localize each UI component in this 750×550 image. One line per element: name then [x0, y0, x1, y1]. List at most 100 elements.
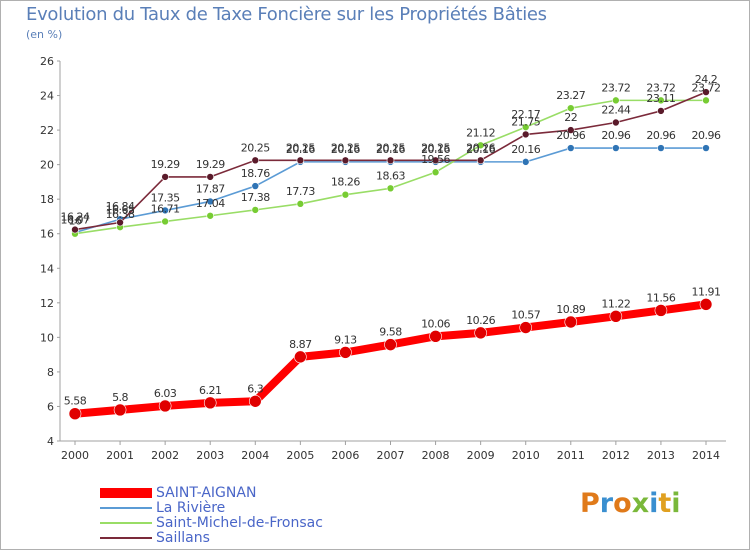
data-label: 22.17 [511, 108, 540, 121]
legend-item-la-riviere: La Rivière [100, 500, 225, 516]
data-point [296, 200, 305, 208]
data-point [113, 403, 127, 417]
y-tick-label: 20 [40, 159, 54, 172]
x-tick-label: 2010 [512, 449, 540, 462]
proxiti-logo: Proxiti [580, 488, 681, 519]
data-point [341, 156, 350, 165]
legend-swatch [100, 488, 152, 498]
data-label: 16.38 [106, 208, 135, 221]
data-label: 23.72 [646, 81, 675, 94]
data-point [657, 107, 665, 115]
data-point [474, 326, 487, 340]
unit-label: (en %) [26, 28, 63, 41]
data-point [386, 184, 395, 193]
data-label: 23.72 [601, 81, 630, 94]
data-label: 17.73 [286, 185, 315, 198]
data-label: 20.16 [331, 143, 360, 156]
data-point [476, 141, 485, 150]
data-point [248, 394, 262, 408]
y-tick-label: 18 [40, 193, 54, 206]
data-label: 10.06 [421, 317, 450, 330]
data-label: 9.58 [379, 326, 402, 339]
data-label: 16.71 [151, 202, 180, 215]
data-label: 16.07 [61, 214, 90, 227]
data-label: 20.25 [286, 141, 315, 154]
data-label: 10.57 [511, 309, 540, 322]
data-label: 16.65 [106, 204, 135, 217]
x-tick-label: 2012 [602, 449, 630, 462]
data-point [203, 396, 217, 410]
data-label: 17.87 [196, 182, 225, 195]
data-label: 20.96 [692, 129, 721, 142]
legend-label: La Rivière [156, 500, 226, 516]
data-label: 20.25 [331, 141, 360, 154]
data-point [386, 156, 395, 165]
y-tick-label: 16 [40, 228, 54, 241]
data-label: 17.04 [196, 197, 225, 210]
data-label: 17.35 [151, 191, 180, 204]
data-label: 20.16 [421, 143, 450, 156]
data-label: 23.27 [556, 89, 585, 102]
data-label: 20.96 [646, 129, 675, 142]
y-tick-label: 12 [40, 297, 54, 310]
legend-item-saint-aignan: SAINT-AIGNAN [100, 485, 256, 501]
data-point [476, 156, 485, 165]
data-point [161, 173, 169, 181]
y-tick-label: 6 [47, 400, 54, 413]
data-label: 8.87 [289, 338, 312, 351]
x-tick-label: 2014 [692, 449, 720, 462]
x-tick-label: 2007 [377, 449, 405, 462]
data-point [431, 156, 440, 165]
data-label: 10.89 [556, 303, 585, 316]
data-point [699, 298, 713, 311]
data-point [158, 399, 172, 413]
legend-label: Saint-Michel-de-Fronsac [156, 515, 323, 531]
x-tick-label: 2003 [196, 449, 224, 462]
data-point [564, 315, 578, 329]
data-point [251, 182, 260, 190]
data-point [521, 130, 530, 139]
data-label: 20.25 [421, 141, 450, 154]
data-point [657, 144, 665, 152]
data-label: 5.8 [112, 391, 128, 404]
data-label: 11.56 [646, 291, 675, 304]
data-label: 6.03 [154, 387, 177, 400]
data-label: 17.38 [241, 191, 270, 204]
data-label: 21.12 [466, 126, 495, 139]
y-tick-label: 26 [40, 55, 54, 68]
data-point [116, 218, 124, 227]
data-point [612, 96, 620, 105]
x-tick-label: 2005 [286, 449, 314, 462]
y-tick-label: 8 [47, 366, 54, 379]
x-tick-label: 2000 [61, 449, 89, 462]
data-label: 18.26 [331, 176, 360, 189]
data-point [161, 217, 169, 226]
data-label: 11.91 [692, 285, 721, 298]
data-point [206, 173, 215, 181]
legend-label: SAINT-AIGNAN [156, 485, 257, 501]
data-point [657, 96, 665, 105]
y-tick-label: 22 [40, 124, 54, 137]
data-point [161, 206, 169, 215]
data-label: 19.56 [421, 153, 450, 166]
data-point [68, 407, 82, 421]
data-label: 9.13 [334, 333, 357, 346]
data-label: 19.29 [151, 158, 180, 171]
data-label: 20.96 [601, 129, 630, 142]
data-label: 10.26 [466, 314, 495, 327]
data-point [296, 156, 305, 165]
data-point [251, 156, 260, 165]
data-label: 20.16 [466, 143, 495, 156]
data-label: 6.3 [247, 382, 263, 395]
data-point [251, 206, 260, 214]
data-point [341, 190, 350, 199]
x-tick-label: 2008 [422, 449, 450, 462]
data-label: 23.11 [646, 92, 675, 105]
data-point [384, 338, 397, 351]
data-point [429, 330, 442, 343]
data-label: 20.26 [466, 141, 495, 154]
data-point [71, 225, 79, 234]
data-label: 22.44 [601, 103, 630, 116]
